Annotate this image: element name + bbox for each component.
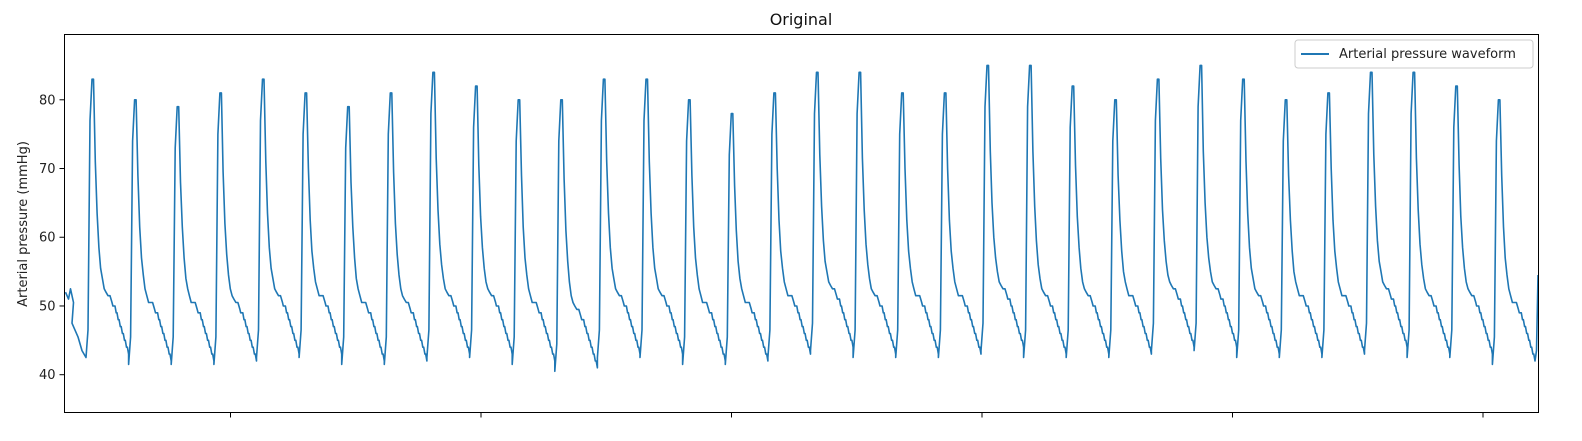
y-tick-label: 40 (39, 368, 56, 383)
y-tick-label: 70 (39, 162, 56, 177)
y-axis-label: Arterial pressure (mmHg) (16, 141, 31, 307)
legend-box (1294, 39, 1534, 69)
legend-label: Arterial pressure waveform (1339, 47, 1516, 62)
y-tick-label: 50 (39, 299, 56, 314)
plot-frame (64, 34, 1539, 413)
y-axis-ticks: 40 50 60 70 80 (39, 93, 65, 383)
y-tick-label: 80 (39, 93, 56, 108)
x-axis-ticks (230, 412, 1484, 418)
chart-title: Original (770, 10, 833, 29)
legend: Arterial pressure waveform (1294, 39, 1534, 69)
y-tick-label: 60 (39, 231, 56, 246)
waveform-line (64, 64, 1539, 373)
